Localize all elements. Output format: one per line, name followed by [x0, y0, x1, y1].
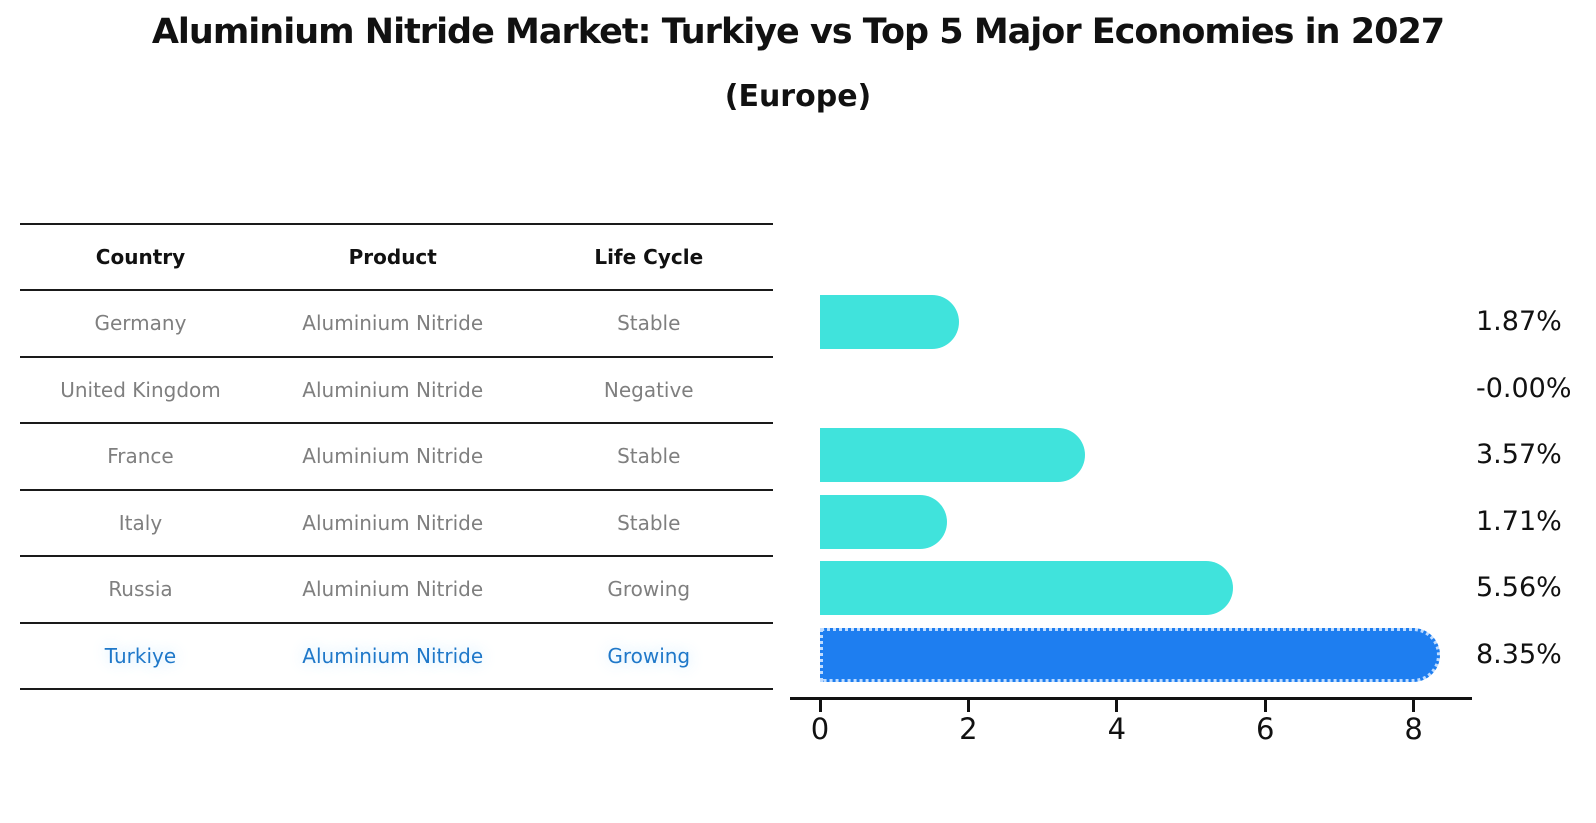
value-label: 5.56%: [1476, 572, 1562, 604]
value-label: 1.71%: [1476, 505, 1562, 537]
country-cell: Russia: [108, 577, 173, 602]
life-cycle-cell: Negative: [603, 377, 694, 402]
column-header-product: Product: [348, 245, 437, 269]
product-cell: Aluminium Nitride: [302, 577, 484, 602]
life-cycle-cell: Growing: [607, 643, 691, 668]
life-cycle-cell: Growing: [607, 577, 691, 602]
product-cell: Aluminium Nitride: [302, 643, 484, 668]
life-cycle-cell: Stable: [617, 444, 681, 469]
table-header-row: Country Product Life Cycle: [20, 223, 773, 289]
country-cell: Italy: [118, 510, 163, 535]
country-cell: United Kingdom: [60, 377, 221, 402]
bar-germany: [820, 295, 959, 350]
bar-turkiye: [820, 627, 1440, 682]
country-cell: France: [107, 444, 174, 469]
value-label: -0.00%: [1476, 372, 1572, 404]
x-tick: [1412, 699, 1416, 712]
x-tick-label: 6: [1255, 712, 1275, 746]
bar-italy: [820, 494, 947, 549]
table-body: Germany Aluminium Nitride Stable United …: [20, 289, 773, 688]
country-cell: Germany: [94, 311, 187, 336]
table-row: Italy Aluminium Nitride Stable: [20, 488, 773, 556]
page-subtitle: (Europe): [724, 79, 872, 114]
life-cycle-cell: Stable: [617, 510, 681, 535]
table-row: United Kingdom Aluminium Nitride Negativ…: [20, 355, 773, 423]
bar-france: [820, 428, 1085, 483]
page-title: Aluminium Nitride Market: Turkiye vs Top…: [151, 12, 1445, 52]
value-label: 3.57%: [1476, 439, 1562, 471]
x-tick: [1115, 699, 1119, 712]
x-tick: [966, 699, 970, 712]
column-header-country: Country: [95, 245, 186, 269]
country-table: Country Product Life Cycle Germany Alumi…: [20, 223, 773, 690]
value-label: 1.87%: [1476, 306, 1562, 338]
country-cell: Turkiye: [104, 643, 177, 668]
table-row: France Aluminium Nitride Stable: [20, 422, 773, 489]
column-header-life-cycle: Life Cycle: [594, 245, 704, 269]
x-tick: [818, 699, 822, 712]
x-tick-label: 4: [1107, 712, 1127, 746]
x-axis-line: [790, 697, 1472, 700]
table-row: Russia Aluminium Nitride Growing: [20, 555, 773, 622]
product-cell: Aluminium Nitride: [302, 377, 484, 402]
product-cell: Aluminium Nitride: [302, 510, 484, 535]
x-tick-label: 8: [1404, 712, 1423, 746]
x-tick-label: 2: [959, 712, 978, 746]
x-tick-label: 0: [810, 712, 830, 746]
product-cell: Aluminium Nitride: [302, 444, 484, 469]
life-cycle-cell: Stable: [617, 311, 681, 336]
value-label: 8.35%: [1476, 638, 1562, 670]
bar-russia: [820, 561, 1233, 616]
table-row: Germany Aluminium Nitride Stable: [20, 289, 773, 356]
table-row: Turkiye Aluminium Nitride Growing: [20, 621, 773, 689]
product-cell: Aluminium Nitride: [302, 311, 484, 336]
x-tick: [1263, 699, 1267, 712]
